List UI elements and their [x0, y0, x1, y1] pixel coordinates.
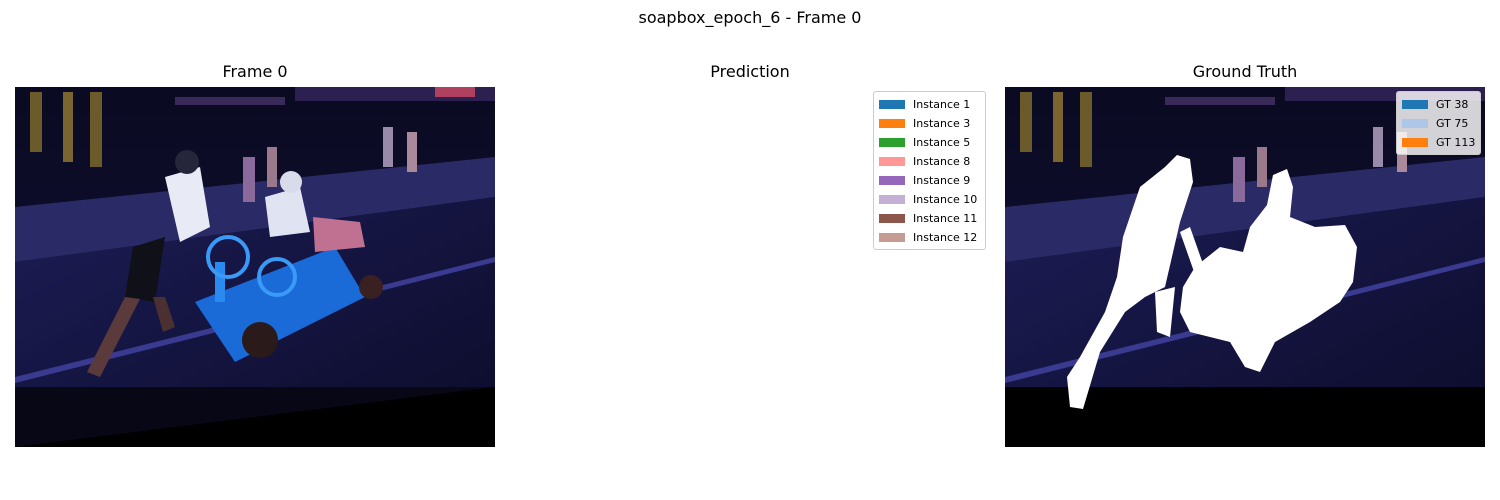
legend-entry-instance-1: Instance 1: [879, 95, 980, 114]
prediction-panel-title: Prediction: [710, 62, 790, 81]
legend-entry-gt-75: GT 75: [1402, 114, 1475, 133]
legend-swatch: [879, 157, 905, 166]
legend-swatch: [879, 138, 905, 147]
legend-swatch: [879, 233, 905, 242]
legend-entry-instance-9: Instance 9: [879, 171, 980, 190]
legend-entry-instance-3: Instance 3: [879, 114, 980, 133]
legend-swatch: [1402, 100, 1428, 109]
legend-entry-instance-11: Instance 11: [879, 209, 980, 228]
legend-swatch: [1402, 119, 1428, 128]
legend-swatch: [879, 214, 905, 223]
legend-swatch: [1402, 138, 1428, 147]
legend-entry-gt-38: GT 38: [1402, 95, 1475, 114]
legend-swatch: [879, 195, 905, 204]
frame-panel-title: Frame 0: [222, 62, 288, 81]
ground-truth-legend: GT 38 GT 75 GT 113: [1396, 91, 1481, 155]
ground-truth-image: [1005, 87, 1485, 447]
legend-swatch: [879, 100, 905, 109]
legend-swatch: [879, 176, 905, 185]
legend-entry-instance-12: Instance 12: [879, 228, 980, 247]
frame-image: [15, 87, 495, 447]
legend-entry-gt-113: GT 113: [1402, 133, 1475, 152]
prediction-legend: Instance 1 Instance 3 Instance 5 Instanc…: [873, 91, 986, 250]
figure-title: soapbox_epoch_6 - Frame 0: [638, 8, 862, 27]
legend-entry-instance-10: Instance 10: [879, 190, 980, 209]
legend-entry-instance-5: Instance 5: [879, 133, 980, 152]
legend-entry-instance-8: Instance 8: [879, 152, 980, 171]
legend-swatch: [879, 119, 905, 128]
ground-truth-panel-title: Ground Truth: [1192, 62, 1298, 81]
